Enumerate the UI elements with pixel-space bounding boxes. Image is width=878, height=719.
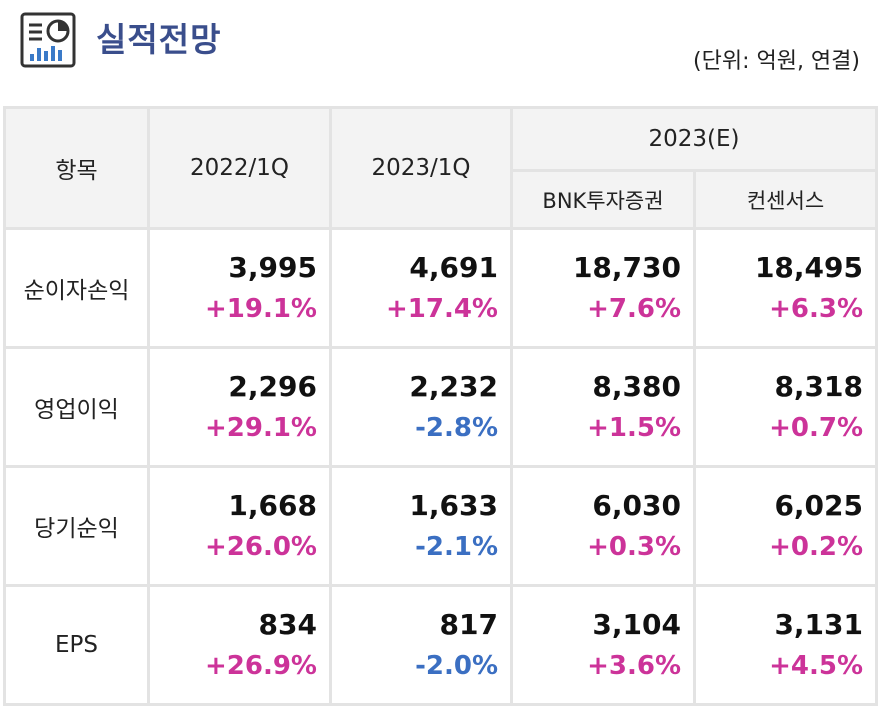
column-group-header-2023e: 2023(E) — [509, 106, 878, 172]
row-label: EPS — [3, 584, 150, 706]
cell-value: 18,730 — [572, 251, 681, 284]
cell-change: +6.3% — [769, 294, 864, 324]
table-row: 순이자손익 3,995 +19.1% 4,691 +17.4% 18,730 +7.6% 18… — [3, 227, 878, 349]
column-header-2023-1q: 2023/1Q — [329, 106, 513, 230]
item-header: 항목 — [3, 106, 150, 230]
table-cell: 4,691 +17.4% — [329, 227, 513, 349]
cell-value: 6,030 — [592, 489, 681, 522]
cell-change: +3.6% — [587, 651, 681, 681]
cell-change: +1.5% — [587, 413, 681, 443]
cell-value: 6,025 — [774, 489, 864, 522]
cell-value: 8,380 — [592, 370, 681, 403]
cell-change: +0.7% — [769, 413, 864, 443]
cell-value: 834 — [258, 608, 317, 641]
cell-change: +19.1% — [205, 294, 317, 324]
cell-value: 8,318 — [774, 370, 864, 403]
cell-change: +17.4% — [386, 294, 498, 324]
cell-value: 2,232 — [409, 370, 498, 403]
table-cell: 6,025 +0.2% — [692, 465, 878, 587]
column-header-consensus: 컨센서스 — [692, 169, 878, 230]
row-label: 당기순익 — [3, 465, 150, 587]
table-cell: 6,030 +0.3% — [510, 465, 696, 587]
cell-value: 3,131 — [774, 608, 864, 641]
cell-change: +26.9% — [205, 651, 317, 681]
table-cell: 3,104 +3.6% — [510, 584, 696, 706]
cell-value: 2,296 — [228, 370, 317, 403]
cell-value: 1,668 — [228, 489, 317, 522]
cell-value: 18,495 — [754, 251, 864, 284]
table-cell: 8,318 +0.7% — [692, 346, 878, 468]
cell-value: 3,995 — [228, 251, 317, 284]
table-cell: 817 -2.0% — [329, 584, 513, 706]
table-row: EPS 834 +26.9% 817 -2.0% 3,104 +3.6% 3,131 +4.5% — [3, 584, 878, 706]
table-cell: 8,380 +1.5% — [510, 346, 696, 468]
table-cell: 3,995 +19.1% — [147, 227, 332, 349]
page-title: 실적전망 — [96, 20, 222, 59]
table-cell: 1,633 -2.1% — [329, 465, 513, 587]
table-row: 당기순익 1,668 +26.0% 1,633 -2.1% 6,030 +0.3% 6,025… — [3, 465, 878, 587]
cell-change: +7.6% — [587, 294, 681, 324]
report-chart-icon — [20, 12, 76, 68]
cell-change: +4.5% — [769, 651, 864, 681]
unit-note: (단위: 억원, 연결) — [693, 49, 860, 74]
earnings-forecast-table: 항목 2022/1Q 2023/1Q 2023(E) BNK투자증권 컨센서스 … — [3, 106, 878, 706]
cell-change: +0.3% — [587, 532, 681, 562]
cell-value: 817 — [439, 608, 498, 641]
cell-value: 1,633 — [409, 489, 498, 522]
column-header-bnk: BNK투자증권 — [510, 169, 696, 230]
table-cell: 2,296 +29.1% — [147, 346, 332, 468]
cell-change: -2.8% — [415, 413, 498, 443]
row-label: 순이자손익 — [3, 227, 150, 349]
table-cell: 18,730 +7.6% — [510, 227, 696, 349]
cell-change: +29.1% — [205, 413, 317, 443]
cell-value: 3,104 — [592, 608, 681, 641]
row-label: 영업이익 — [3, 346, 150, 468]
table-cell: 834 +26.9% — [147, 584, 332, 706]
table-cell: 18,495 +6.3% — [692, 227, 878, 349]
cell-change: -2.1% — [415, 532, 498, 562]
table-row: 영업이익 2,296 +29.1% 2,232 -2.8% 8,380 +1.5% 8,318… — [3, 346, 878, 468]
table-cell: 1,668 +26.0% — [147, 465, 332, 587]
cell-change: +0.2% — [769, 532, 864, 562]
column-header-2022-1q: 2022/1Q — [147, 106, 332, 230]
table-cell: 2,232 -2.8% — [329, 346, 513, 468]
cell-change: -2.0% — [415, 651, 498, 681]
table-cell: 3,131 +4.5% — [692, 584, 878, 706]
cell-value: 4,691 — [409, 251, 498, 284]
cell-change: +26.0% — [205, 532, 317, 562]
page-header: 실적전망 (단위: 억원, 연결) — [0, 0, 878, 100]
